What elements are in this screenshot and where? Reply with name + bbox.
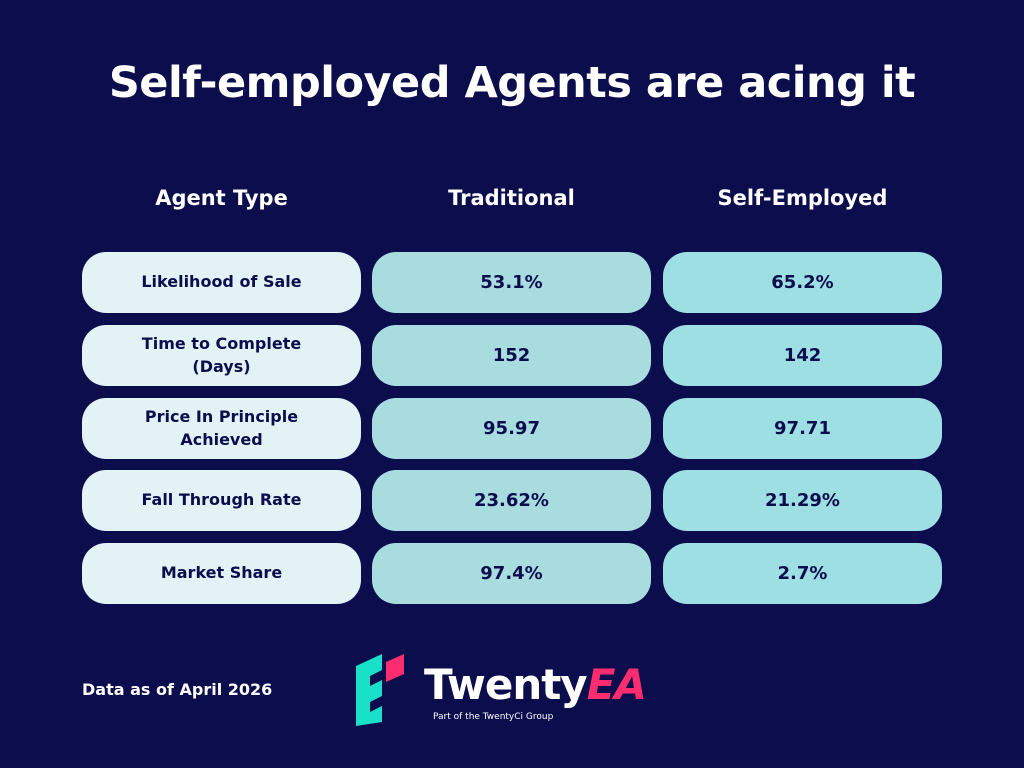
- table-cell: 95.97: [372, 398, 651, 459]
- table-cell: 97.71: [663, 398, 942, 459]
- row-label: Price In Principle Achieved: [82, 398, 361, 459]
- column-header: Traditional: [448, 186, 575, 210]
- table-cell: 142: [663, 325, 942, 386]
- row-label: Market Share: [82, 543, 361, 604]
- table-cell: 152: [372, 325, 651, 386]
- row-label: Likelihood of Sale: [82, 252, 361, 313]
- row-label: Time to Complete (Days): [82, 325, 361, 386]
- brand-accent: EA: [586, 660, 647, 709]
- logo-icon: [356, 654, 404, 726]
- row-label: Fall Through Rate: [82, 470, 361, 531]
- title: Self-employed Agents are acing it: [108, 58, 916, 108]
- tagline: Part of the TwentyCi Group: [433, 712, 554, 722]
- logo-text: TwentyEA: [424, 660, 647, 709]
- brand: Twenty: [424, 660, 588, 709]
- table-cell: 53.1%: [372, 252, 651, 313]
- table-cell: 97.4%: [372, 543, 651, 604]
- table-cell: 21.29%: [663, 470, 942, 531]
- column-header: Agent Type: [155, 186, 288, 210]
- table-cell: 23.62%: [372, 470, 651, 531]
- footnote: Data as of April 2026: [82, 680, 273, 699]
- table-cell: 2.7%: [663, 543, 942, 604]
- column-header: Self-Employed: [717, 186, 888, 210]
- table-cell: 65.2%: [663, 252, 942, 313]
